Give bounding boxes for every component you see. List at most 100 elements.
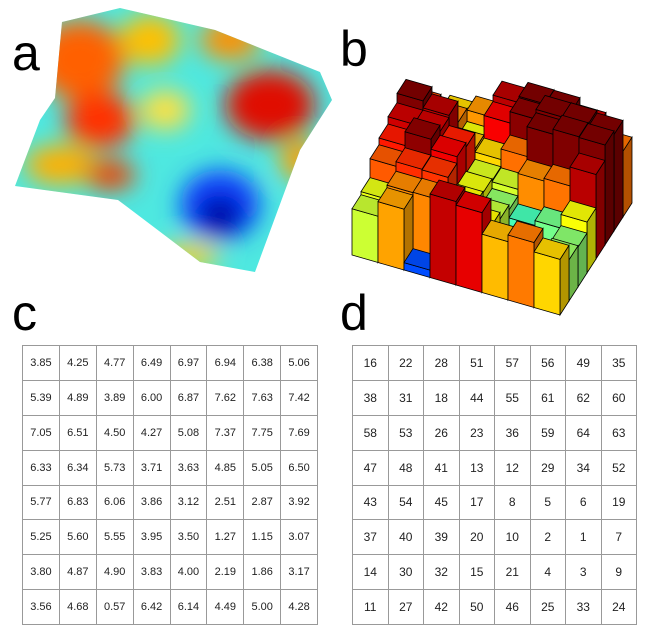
- table-cell: 46: [495, 590, 531, 625]
- table-cell: 36: [495, 415, 531, 450]
- table-cell: 7.37: [207, 415, 244, 450]
- table-cell: 4.49: [207, 590, 244, 625]
- table-cell: 13: [459, 450, 495, 485]
- table-cell: 5.73: [96, 450, 133, 485]
- table-cell: 19: [601, 485, 637, 520]
- table-cell: 55: [495, 380, 531, 415]
- table-cell: 60: [601, 380, 637, 415]
- table-cell: 26: [424, 415, 460, 450]
- table-cell: 3.86: [133, 485, 170, 520]
- table-cell: 38: [353, 380, 389, 415]
- table-cell: 45: [424, 485, 460, 520]
- table-cell: 53: [388, 415, 424, 450]
- table-cell: 6.00: [133, 380, 170, 415]
- table-cell: 59: [530, 415, 566, 450]
- table-row: 5.255.605.553.953.501.271.153.07: [23, 520, 318, 555]
- table-cell: 4.25: [59, 346, 96, 381]
- table-cell: 3.17: [281, 555, 318, 590]
- table-cell: 23: [459, 415, 495, 450]
- bar-face: [596, 161, 605, 260]
- table-cell: 57: [495, 346, 531, 381]
- table-cell: 4.27: [133, 415, 170, 450]
- table-cell: 17: [459, 485, 495, 520]
- bar-face: [430, 194, 456, 285]
- table-cell: 7.69: [281, 415, 318, 450]
- table-cell: 6.83: [59, 485, 96, 520]
- table-cell: 3.92: [281, 485, 318, 520]
- table-cell: 61: [530, 380, 566, 415]
- bar3d-plot: [352, 79, 632, 315]
- table-cell: 30: [388, 555, 424, 590]
- table-cell: 6.38: [244, 346, 281, 381]
- panel-label: a: [12, 28, 40, 78]
- table-cell: 7.75: [244, 415, 281, 450]
- table-cell: 42: [424, 590, 460, 625]
- table-cell: 3.63: [170, 450, 207, 485]
- table-cell: 4.85: [207, 450, 244, 485]
- bar-face: [508, 235, 534, 308]
- table-cell: 3.89: [96, 380, 133, 415]
- table-c: 3.854.254.776.496.976.946.385.065.394.89…: [22, 345, 318, 625]
- bar-face: [378, 202, 404, 270]
- table-cell: 37: [353, 520, 389, 555]
- table-cell: 64: [566, 415, 602, 450]
- bar-face: [482, 234, 508, 300]
- panels-art: [0, 0, 667, 330]
- table-cell: 21: [495, 555, 531, 590]
- table-cell: 2.19: [207, 555, 244, 590]
- table-cell: 8: [495, 485, 531, 520]
- table-cell: 52: [601, 450, 637, 485]
- table-cell: 5.60: [59, 520, 96, 555]
- table-cell: 6.49: [133, 346, 170, 381]
- table-row: 5.394.893.896.006.877.627.637.42: [23, 380, 318, 415]
- table-cell: 44: [459, 380, 495, 415]
- table-cell: 3.12: [170, 485, 207, 520]
- table-cell: 7.05: [23, 415, 60, 450]
- table-cell: 7: [601, 520, 637, 555]
- table-cell: 18: [424, 380, 460, 415]
- table-cell: 25: [530, 590, 566, 625]
- table-cell: 56: [530, 346, 566, 381]
- table-row: 4354451785619: [353, 485, 637, 520]
- bar-face: [352, 209, 378, 263]
- table-cell: 3.83: [133, 555, 170, 590]
- table-cell: 4: [530, 555, 566, 590]
- table-cell: 3.50: [170, 520, 207, 555]
- table-cell: 2.87: [244, 485, 281, 520]
- bar-face: [534, 252, 560, 315]
- table-cell: 7.63: [244, 380, 281, 415]
- table-cell: 50: [459, 590, 495, 625]
- table-cell: 22: [388, 346, 424, 381]
- table-cell: 5.39: [23, 380, 60, 415]
- table-cell: 7.62: [207, 380, 244, 415]
- bar-face: [456, 205, 482, 292]
- panel-label: d: [340, 288, 368, 338]
- table-cell: 33: [566, 590, 602, 625]
- table-cell: 5.00: [244, 590, 281, 625]
- table-cell: 14: [353, 555, 389, 590]
- table-cell: 4.87: [59, 555, 96, 590]
- table-cell: 5.25: [23, 520, 60, 555]
- table-row: 3831184455616260: [353, 380, 637, 415]
- table-cell: 41: [424, 450, 460, 485]
- table-cell: 6.94: [207, 346, 244, 381]
- table-cell: 6.51: [59, 415, 96, 450]
- table-cell: 29: [530, 450, 566, 485]
- table-cell: 9: [601, 555, 637, 590]
- table-cell: 47: [353, 450, 389, 485]
- table-cell: 4.28: [281, 590, 318, 625]
- table-cell: 1.15: [244, 520, 281, 555]
- bar-face: [614, 121, 623, 231]
- table-cell: 1: [566, 520, 602, 555]
- table-cell: 1.86: [244, 555, 281, 590]
- table-cell: 6.87: [170, 380, 207, 415]
- table-cell: 1.27: [207, 520, 244, 555]
- table-cell: 63: [601, 415, 637, 450]
